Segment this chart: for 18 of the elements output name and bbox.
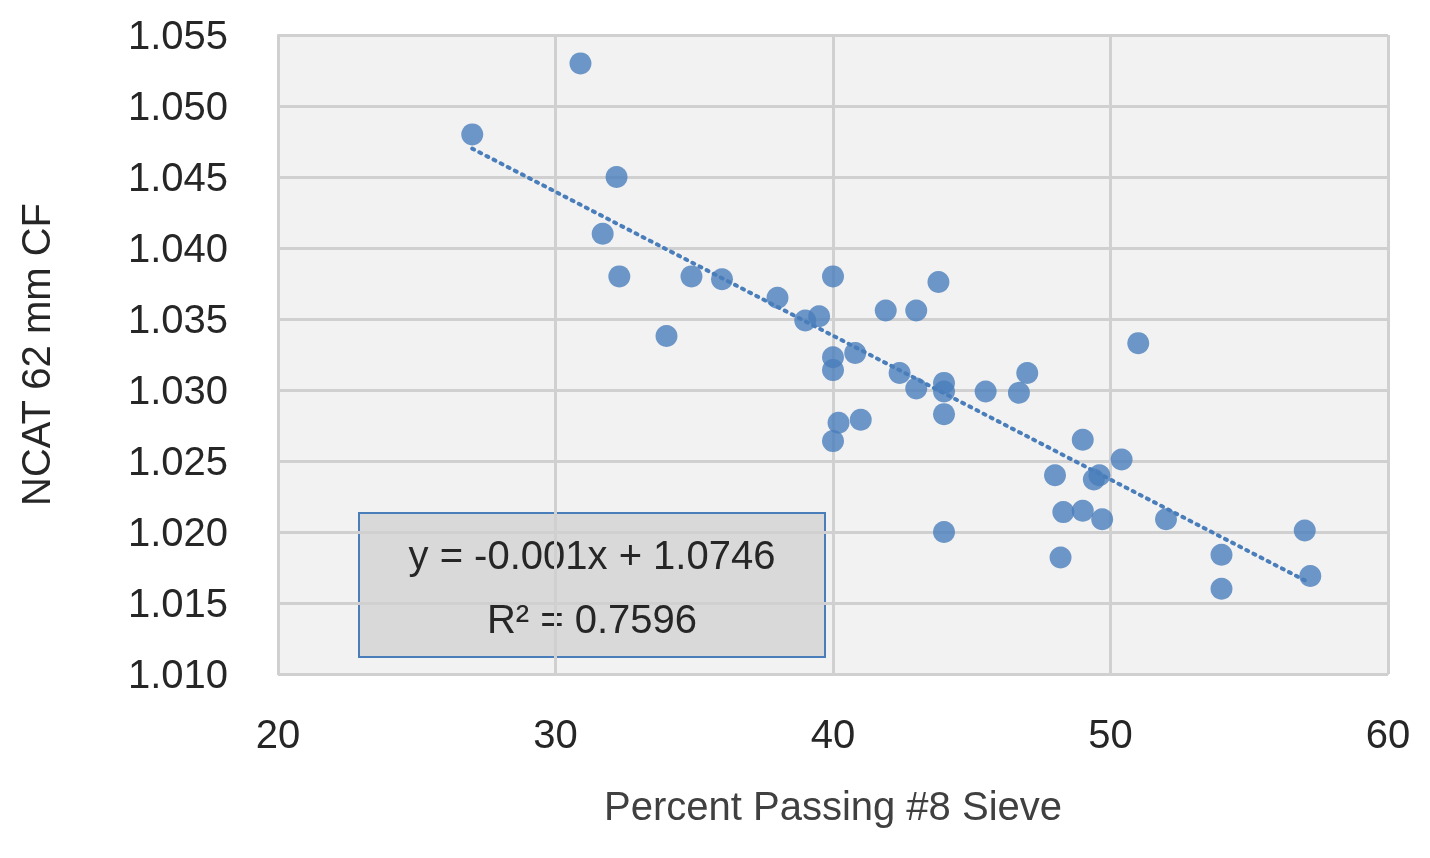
y-tick-label: 1.015 [127,581,228,625]
annotation: y = -0.001x + 1.0746 [408,533,776,577]
x-tick-label: 20 [255,712,301,756]
y-tick-label: 1.025 [127,439,228,483]
y-tick-label: 1.050 [127,84,228,128]
y-tick-label: 1.040 [127,226,228,270]
x-axis-title: Percent Passing #8 Sieve [603,784,1063,828]
y-axis-title: NCAT 62 mm CF [14,203,58,506]
y-tick-label: 1.030 [127,368,228,412]
y-tick-label: 1.020 [127,510,228,554]
y-tick-label: 1.055 [127,13,228,57]
y-tick-label: 1.010 [127,652,228,696]
x-tick-label: 40 [810,712,856,756]
y-tick-label: 1.035 [127,297,228,341]
y-tick-label: 1.045 [127,155,228,199]
x-tick-label: 50 [1088,712,1133,756]
x-tick-label: 60 [1365,712,1411,756]
x-tick-label: 30 [533,712,578,756]
